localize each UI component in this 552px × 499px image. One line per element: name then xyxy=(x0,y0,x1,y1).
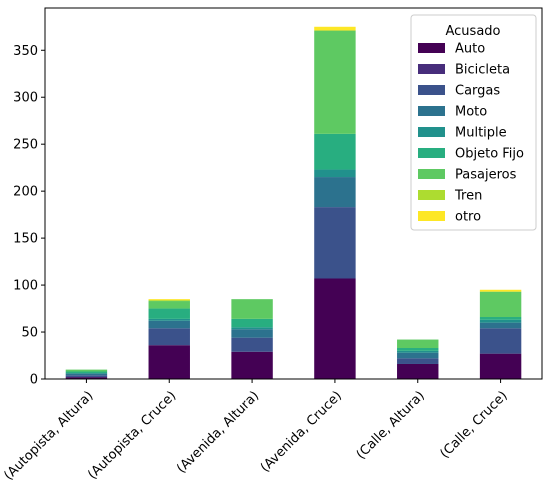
bar-segment-pasajeros-4 xyxy=(397,339,439,348)
bar-segment-moto-5 xyxy=(479,322,522,329)
y-tick-label: 50 xyxy=(21,326,38,341)
bar-segment-objeto-fijo-0 xyxy=(65,371,108,374)
y-tick-label: 0 xyxy=(30,373,38,388)
bar-segment-pasajeros-5 xyxy=(479,291,522,318)
legend-swatch-pasajeros xyxy=(418,169,445,179)
y-tick-label: 300 xyxy=(13,91,38,106)
legend-swatch-bicicleta xyxy=(418,64,445,74)
legend-title: Acusado xyxy=(446,24,501,39)
legend-label-multiple: Multiple xyxy=(455,126,507,141)
legend-label-pasajeros: Pasajeros xyxy=(455,168,517,183)
bar-segment-auto-2 xyxy=(231,351,273,379)
bar-segment-cargas-4 xyxy=(397,358,439,364)
legend-label-tren: Tren xyxy=(454,189,482,204)
bar-segment-moto-4 xyxy=(397,352,439,359)
legend-swatch-objeto-fijo xyxy=(418,148,445,158)
bar-segment-moto-1 xyxy=(148,320,190,329)
bar-segment-auto-5 xyxy=(479,353,522,379)
legend-swatch-otro xyxy=(418,211,445,221)
bar-segment-auto-4 xyxy=(397,363,439,379)
bar-segment-auto-1 xyxy=(148,345,190,379)
x-tick-label: (Calle, Altura) xyxy=(354,388,428,462)
bar-segment-cargas-1 xyxy=(148,328,190,346)
bar-segment-objeto-fijo-3 xyxy=(314,133,356,170)
bar-segment-multiple-4 xyxy=(397,350,439,353)
legend-label-moto: Moto xyxy=(455,105,487,120)
legend-swatch-moto xyxy=(418,106,445,116)
bar-segment-cargas-0 xyxy=(65,375,108,378)
x-axis: (Autopista, Altura)(Autopista, Cruce)(Av… xyxy=(1,379,511,484)
legend-label-auto: Auto xyxy=(455,42,485,57)
y-tick-label: 200 xyxy=(13,185,38,200)
plot-frame xyxy=(44,7,543,380)
bar-segment-auto-0 xyxy=(65,377,108,379)
bar-segment-moto-3 xyxy=(314,177,356,208)
bar-segment-objeto-fijo-1 xyxy=(148,308,190,319)
bar-segment-cargas-3 xyxy=(314,207,356,279)
bar-segment-otro-1 xyxy=(148,299,190,301)
bar-segment-auto-3 xyxy=(314,278,356,379)
legend-swatch-cargas xyxy=(418,85,445,95)
y-tick-label: 100 xyxy=(13,279,38,294)
legend-swatch-auto xyxy=(418,43,445,53)
legend-swatch-multiple xyxy=(418,127,445,137)
x-tick-label: (Avenida, Altura) xyxy=(174,388,262,476)
bar-segment-moto-0 xyxy=(65,373,108,376)
y-tick-label: 150 xyxy=(13,232,38,247)
bar-segment-objeto-fijo-4 xyxy=(397,348,439,351)
bar-segment-cargas-2 xyxy=(231,337,273,352)
legend: Acusado Auto Bicicleta Cargas Moto Multiple O… xyxy=(410,14,537,231)
bar-segment-otro-3 xyxy=(314,26,356,31)
bar-segment-multiple-1 xyxy=(148,318,190,321)
y-tick-label: 250 xyxy=(13,138,38,153)
bar-segment-pasajeros-3 xyxy=(314,30,356,134)
legend-label-bicicleta: Bicicleta xyxy=(455,63,510,78)
x-tick-label: (Calle, Cruce) xyxy=(437,388,510,461)
bar-segment-multiple-5 xyxy=(479,319,522,323)
x-tick-label: (Autopista, Cruce) xyxy=(85,388,179,482)
bars-layer xyxy=(65,26,522,379)
bar-segment-pasajeros-0 xyxy=(65,369,108,372)
bar-segment-pasajeros-2 xyxy=(231,299,273,319)
legend-label-objeto-fijo: Objeto Fijo xyxy=(455,147,524,162)
bar-segment-tren-1 xyxy=(148,300,190,302)
y-tick-label: 350 xyxy=(13,44,38,59)
bar-segment-multiple-3 xyxy=(314,169,356,178)
legend-label-cargas: Cargas xyxy=(455,84,500,99)
bar-segment-objeto-fijo-5 xyxy=(479,317,522,320)
bar-segment-objeto-fijo-2 xyxy=(231,318,273,328)
bar-segment-moto-2 xyxy=(231,329,273,338)
x-tick-label: (Autopista, Altura) xyxy=(1,388,96,483)
x-tick-label: (Avenida, Cruce) xyxy=(258,388,345,475)
bar-segment-multiple-2 xyxy=(231,327,273,330)
y-axis: 0 50 100 150 200 250 300 350 xyxy=(13,44,45,388)
bar-segment-cargas-5 xyxy=(479,328,522,354)
legend-swatch-tren xyxy=(418,190,445,200)
bar-segment-otro-5 xyxy=(479,289,522,292)
bar-segment-pasajeros-1 xyxy=(148,301,190,309)
legend-label-otro: otro xyxy=(455,210,481,225)
